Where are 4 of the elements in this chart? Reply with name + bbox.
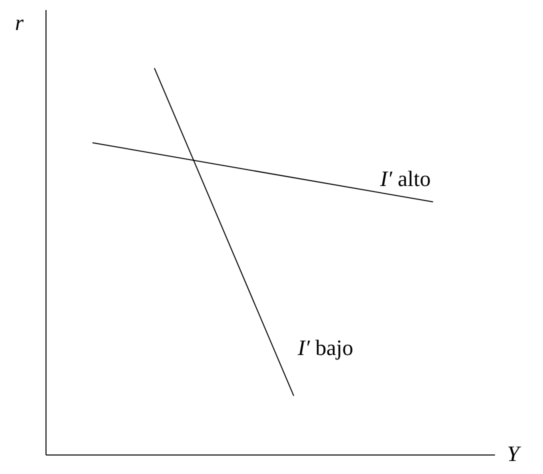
x-axis-title: Y <box>507 441 522 466</box>
series-label: I′ bajo <box>296 334 354 360</box>
y-axis-title: r <box>15 10 24 35</box>
series-label: I′ alto <box>379 166 431 191</box>
